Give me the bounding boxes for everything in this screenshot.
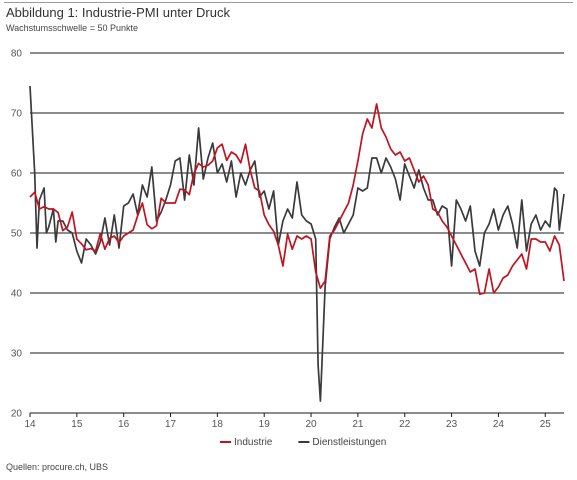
- legend-label-industrie: Industrie: [234, 437, 273, 448]
- top-rule: [4, 2, 573, 3]
- x-tick-label-17: 17: [165, 419, 177, 430]
- x-tick-label-21: 21: [352, 419, 364, 430]
- x-tick-label-20: 20: [305, 419, 317, 430]
- legend: Industrie Dienstleistungen: [220, 437, 386, 448]
- x-tick-label-18: 18: [212, 419, 224, 430]
- series-line-dienstleistungen: [29, 85, 565, 402]
- x-axis-tick-labels: 14 15 16 17 18 19 20 21 22 23 24 25: [24, 413, 551, 430]
- x-tick-label-15: 15: [71, 419, 83, 430]
- x-tick-label-22: 22: [399, 419, 411, 430]
- y-tick-label-60: 60: [11, 169, 23, 180]
- x-tick-label-23: 23: [446, 419, 458, 430]
- x-tick-label-24: 24: [493, 419, 505, 430]
- y-tick-label-80: 80: [11, 49, 23, 60]
- x-tick-label-16: 16: [118, 419, 130, 430]
- series-lines: [29, 85, 565, 402]
- chart-subtitle: Wachstumsschwelle = 50 Punkte: [6, 23, 138, 33]
- x-tick-label-14: 14: [24, 419, 36, 430]
- legend-label-dienstleistungen: Dienstleistungen: [312, 437, 386, 448]
- y-tick-label-20: 20: [11, 409, 23, 420]
- chart-title: Abbildung 1: Industrie-PMI unter Druck: [6, 5, 230, 20]
- y-tick-label-30: 30: [11, 349, 23, 360]
- x-tick-label-25: 25: [540, 419, 552, 430]
- x-tick-label-19: 19: [259, 419, 271, 430]
- series-line-industrie: [29, 103, 565, 296]
- y-tick-label-40: 40: [11, 289, 23, 300]
- y-tick-label-70: 70: [11, 109, 23, 120]
- y-tick-label-50: 50: [11, 229, 23, 240]
- grid-lines: [30, 52, 564, 414]
- source-note: Quellen: procure.ch, UBS: [6, 462, 109, 472]
- y-axis-tick-labels: 20 30 40 50 60 70 80: [11, 49, 23, 420]
